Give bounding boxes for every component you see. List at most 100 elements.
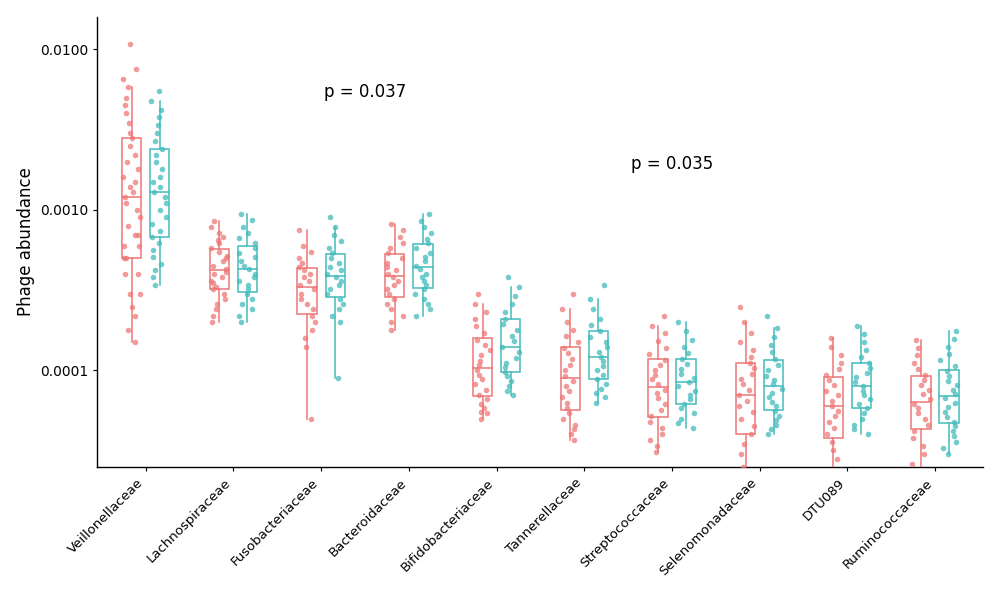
Point [854, 414, 870, 424]
Point [302, 269, 318, 278]
Bar [824, 377, 843, 438]
Point [499, 386, 515, 395]
Point [556, 343, 572, 353]
Point [935, 443, 951, 453]
Point [127, 311, 143, 320]
Point [154, 164, 170, 174]
Point [916, 450, 932, 459]
Point [124, 302, 140, 311]
Point [849, 321, 865, 330]
Point [564, 354, 580, 364]
Point [745, 408, 761, 417]
Point [558, 381, 574, 391]
Point [739, 478, 755, 487]
Point [767, 354, 783, 364]
Point [654, 430, 670, 439]
Point [499, 371, 515, 381]
Point [940, 450, 956, 459]
Point [582, 294, 598, 303]
Point [294, 258, 310, 267]
Point [215, 256, 231, 266]
Point [763, 340, 779, 350]
Point [827, 411, 843, 421]
Point [641, 350, 657, 359]
Point [828, 478, 844, 487]
Point [380, 269, 396, 278]
Point [211, 228, 227, 237]
Point [939, 413, 955, 422]
Point [121, 118, 137, 127]
Point [592, 326, 608, 336]
Point [731, 390, 747, 400]
Point [825, 445, 841, 455]
Point [947, 361, 963, 371]
Point [244, 305, 260, 314]
Point [684, 335, 700, 345]
Point [388, 266, 404, 275]
Point [823, 333, 839, 343]
Point [117, 193, 133, 202]
Point [593, 352, 609, 361]
Point [240, 284, 256, 294]
Point [471, 390, 487, 400]
Point [211, 239, 227, 248]
Point [319, 269, 335, 278]
Point [476, 403, 492, 413]
Point [478, 385, 494, 394]
Point [291, 253, 307, 263]
Point [301, 277, 317, 286]
Point [508, 353, 524, 362]
Point [732, 302, 748, 311]
Point [509, 325, 525, 334]
Point [856, 330, 872, 339]
Point [742, 358, 758, 367]
Bar [385, 254, 404, 298]
Point [853, 352, 869, 361]
Point [940, 342, 956, 352]
Point [939, 367, 955, 376]
Point [122, 142, 138, 151]
Point [468, 321, 484, 330]
Point [413, 217, 429, 226]
Point [420, 299, 436, 309]
Point [735, 462, 751, 472]
Point [498, 358, 514, 367]
Point [494, 342, 510, 352]
Point [469, 335, 485, 345]
Point [205, 311, 221, 320]
Point [908, 335, 924, 345]
Point [831, 364, 847, 374]
Point [118, 93, 134, 102]
Point [648, 447, 664, 457]
Bar [238, 246, 257, 292]
Point [761, 393, 777, 402]
Point [416, 284, 432, 294]
Point [946, 431, 962, 441]
Point [735, 380, 751, 389]
Point [231, 233, 247, 243]
Point [324, 311, 340, 320]
Point [293, 289, 309, 299]
Point [826, 423, 842, 433]
Point [565, 325, 581, 334]
Point [763, 425, 779, 434]
Point [122, 39, 138, 49]
Bar [122, 138, 141, 258]
Point [678, 327, 694, 336]
Point [595, 370, 611, 380]
Point [682, 394, 698, 404]
Bar [589, 331, 608, 380]
Point [240, 280, 256, 290]
Point [143, 96, 159, 105]
Point [115, 173, 131, 182]
Point [591, 347, 607, 357]
Point [744, 513, 760, 523]
Point [855, 381, 871, 391]
Point [231, 311, 247, 320]
Point [643, 411, 659, 421]
Point [555, 414, 571, 424]
Point [419, 234, 435, 244]
Point [328, 273, 344, 282]
Point [948, 437, 964, 446]
Point [679, 359, 695, 368]
